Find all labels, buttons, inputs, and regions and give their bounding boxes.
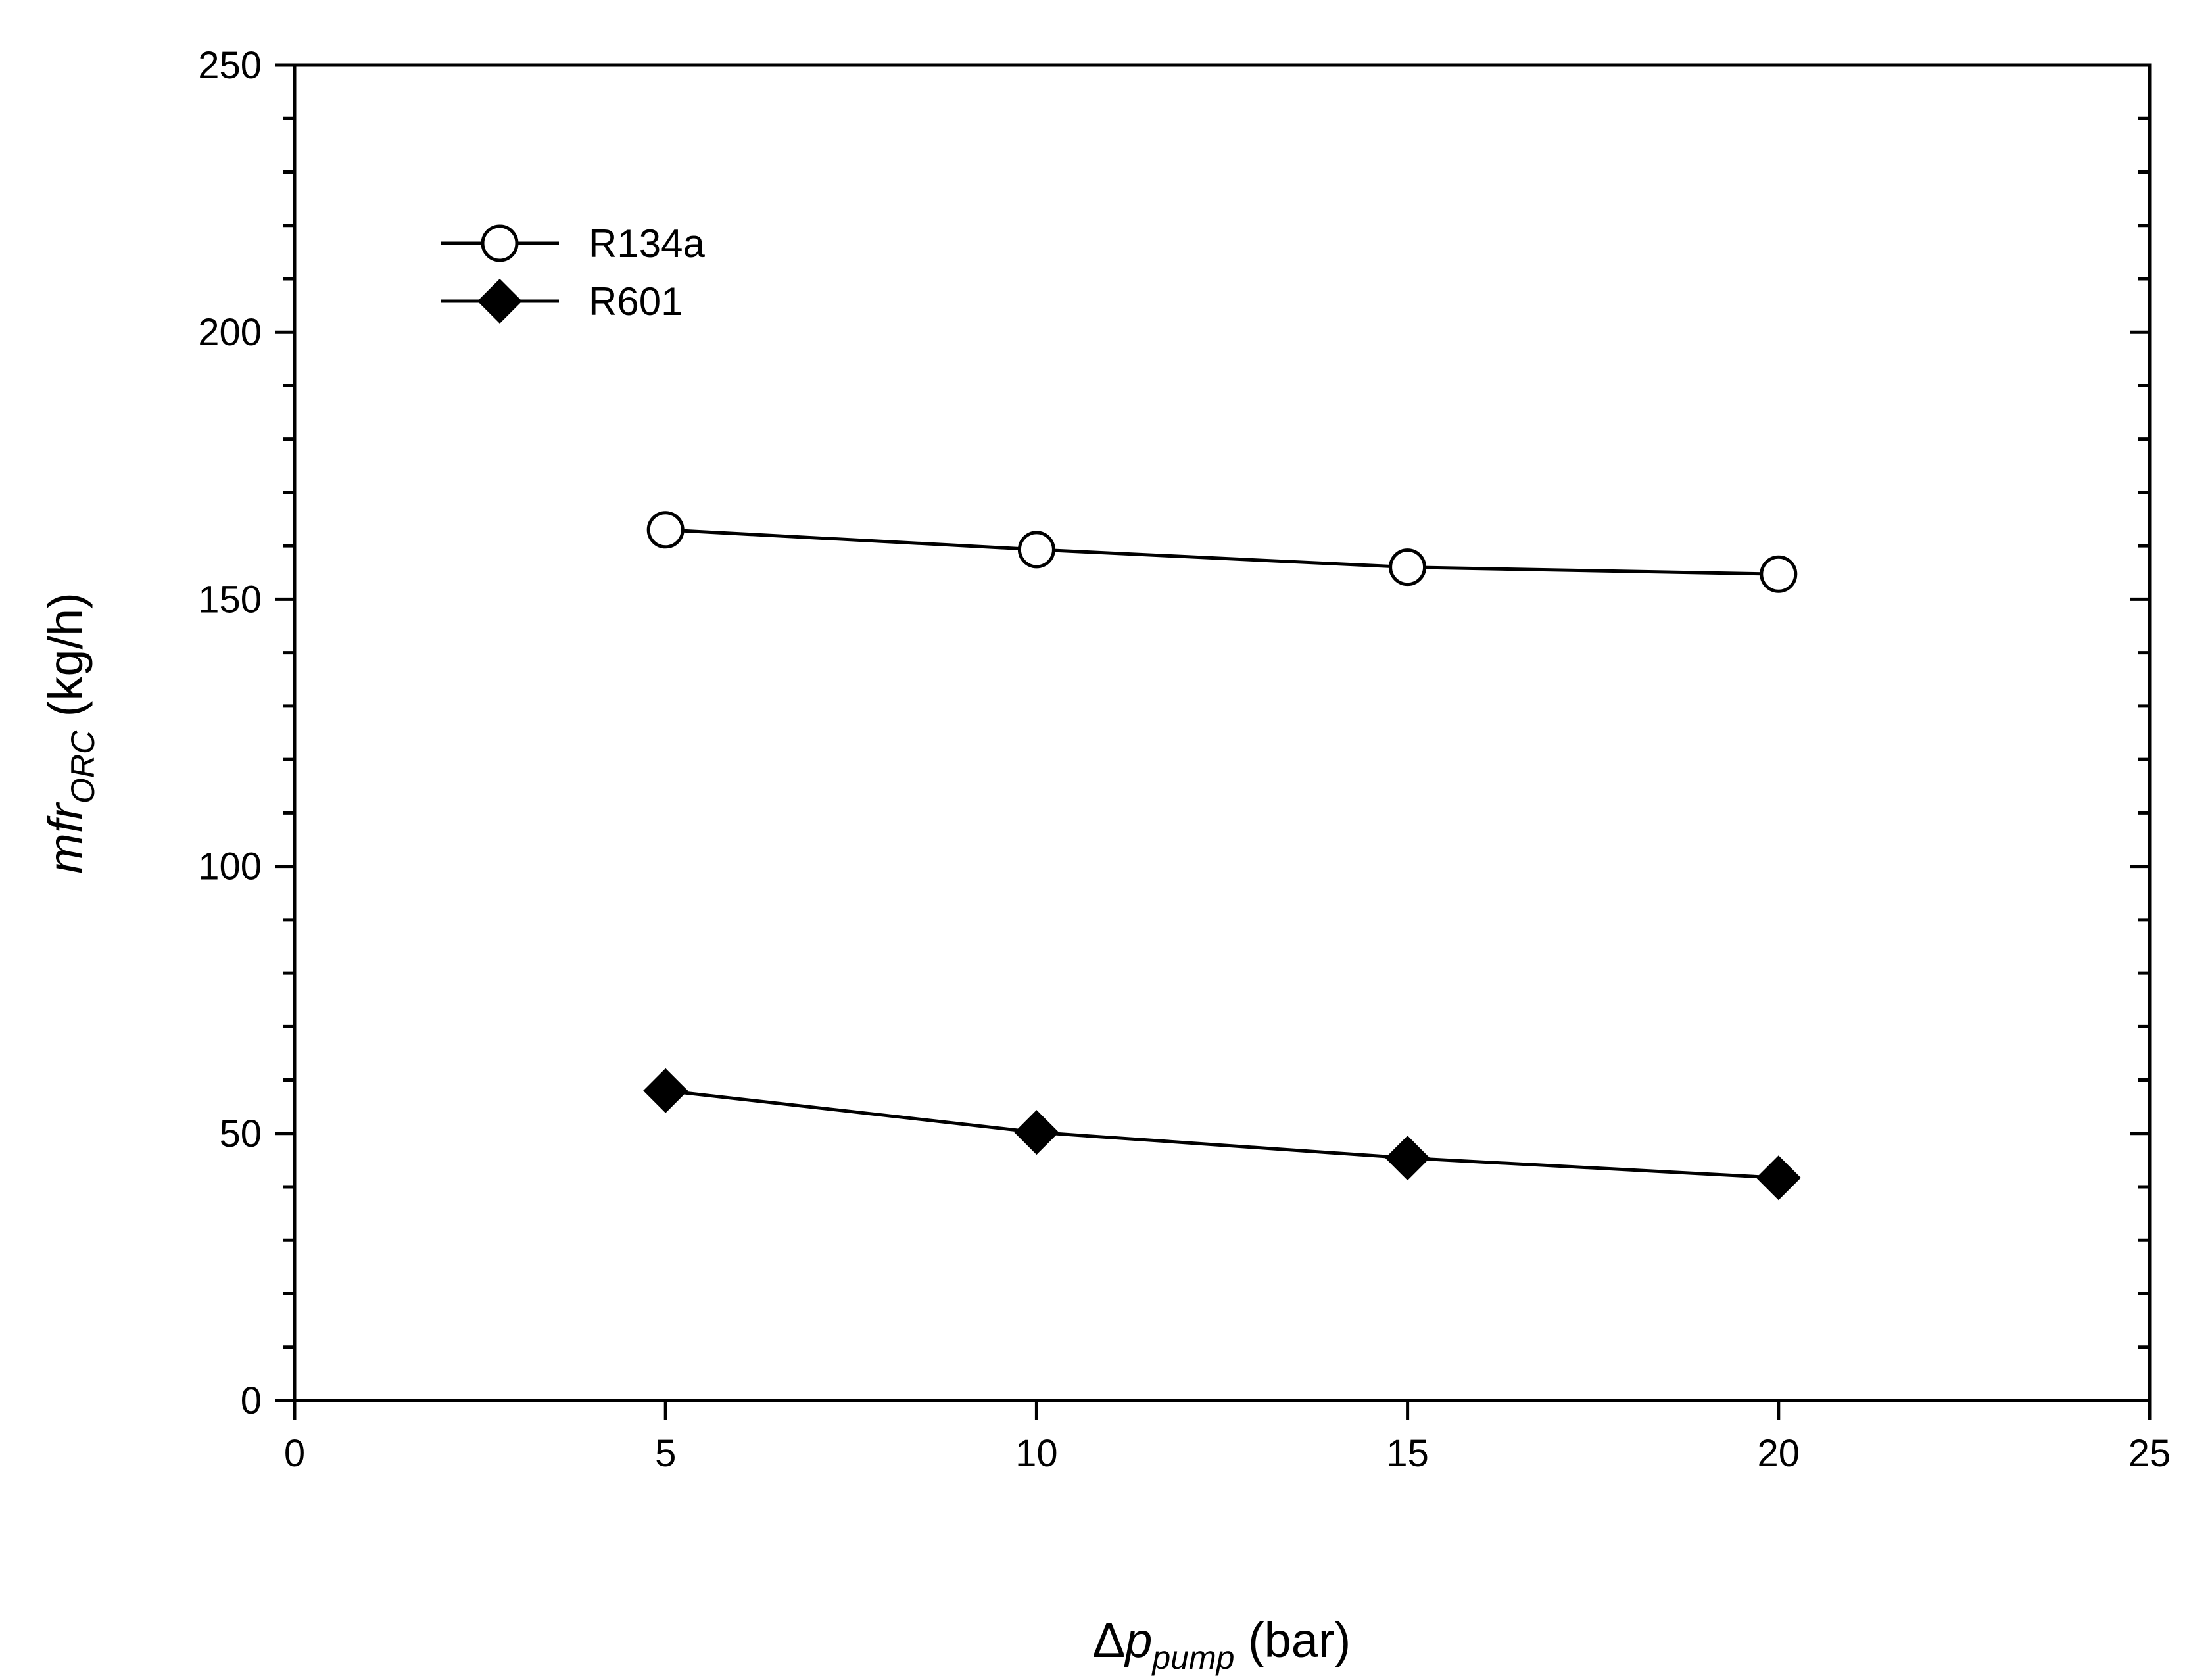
x-tick-label: 0 [284,1432,305,1475]
data-point-R601 [643,1068,688,1113]
legend-marker [477,279,522,324]
x-tick-label: 20 [1758,1432,1800,1475]
y-tick-label: 200 [198,311,262,354]
y-tick-label: 250 [198,44,262,87]
legend-marker [481,224,519,262]
x-tick-label: 5 [655,1432,676,1475]
data-point-R134a [1760,555,1798,593]
data-point-R134a [1017,531,1055,569]
x-tick-label: 25 [2128,1432,2171,1475]
series-line-R134a [665,528,1779,576]
data-point-R601 [1385,1136,1430,1181]
legend-label: R134a [589,222,705,266]
x-axis-label: Δppump (bar) [1093,1613,1351,1676]
series-line-R601 [665,1089,1779,1180]
y-tick-label: 150 [198,578,262,621]
data-point-R134a [646,511,685,549]
data-point-R601 [1756,1155,1801,1201]
y-tick-label: 100 [198,846,262,888]
y-tick-label: 0 [241,1379,262,1422]
y-axis-label: mfrORC (kg/h) [38,592,101,874]
x-tick-label: 10 [1015,1432,1058,1475]
x-tick-label: 15 [1386,1432,1429,1475]
plot-frame [293,63,2152,1402]
y-tick-label: 50 [219,1113,262,1155]
data-point-R601 [1014,1110,1059,1155]
data-point-R134a [1389,548,1427,587]
legend-label: R601 [589,279,683,324]
